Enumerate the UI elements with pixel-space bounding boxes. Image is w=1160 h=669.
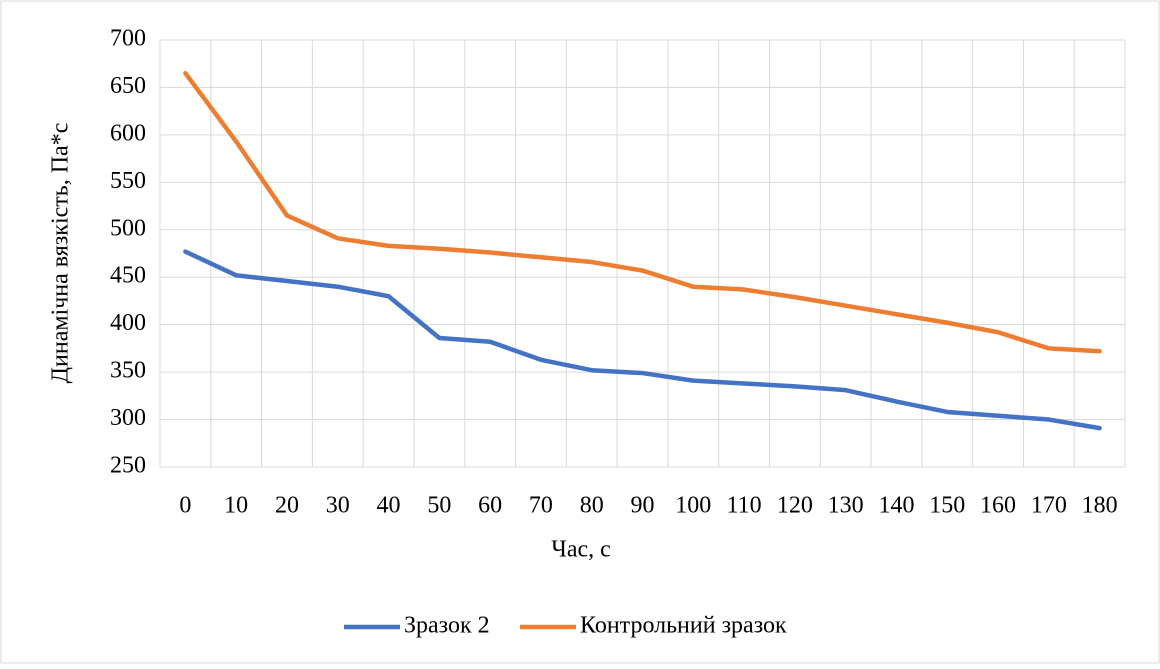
x-tick-label: 20	[275, 493, 299, 519]
x-tick-label: 160	[980, 493, 1016, 519]
x-tick-label: 120	[777, 493, 813, 519]
x-tick-label: 180	[1082, 493, 1118, 519]
y-tick-label: 650	[110, 73, 146, 99]
x-tick-label: 10	[224, 493, 248, 519]
legend-label: Зразок 2	[404, 613, 490, 639]
y-tick-label: 300	[110, 405, 146, 431]
y-axis-title: Динамічна вязкість, Па*с	[48, 123, 74, 384]
line-series	[183, 249, 1102, 431]
y-tick-label: 550	[110, 168, 146, 194]
x-tick-label: 140	[878, 493, 914, 519]
x-tick-label: 30	[326, 493, 350, 519]
x-tick-label: 110	[727, 493, 762, 519]
y-tick-label: 400	[110, 310, 146, 336]
x-tick-label: 170	[1031, 493, 1067, 519]
x-tick-label: 150	[929, 493, 965, 519]
x-tick-label: 130	[828, 493, 864, 519]
y-tick-label: 450	[110, 263, 146, 289]
y-tick-label: 250	[110, 453, 146, 479]
x-tick-label: 40	[377, 493, 401, 519]
line-series	[183, 70, 1102, 354]
x-tick-label: 100	[675, 493, 711, 519]
x-tick-label: 60	[478, 493, 502, 519]
y-tick-label: 500	[110, 215, 146, 241]
x-tick-label: 80	[580, 493, 604, 519]
legend-label: Контрольний зразок	[580, 613, 787, 639]
x-tick-label: 90	[631, 493, 655, 519]
x-axis-title: Час, с	[551, 537, 611, 563]
x-tick-label: 0	[179, 493, 191, 519]
x-tick-label: 70	[529, 493, 553, 519]
y-tick-label: 350	[110, 358, 146, 384]
y-tick-label: 700	[110, 26, 146, 52]
x-tick-label: 50	[427, 493, 451, 519]
y-tick-label: 600	[110, 120, 146, 146]
